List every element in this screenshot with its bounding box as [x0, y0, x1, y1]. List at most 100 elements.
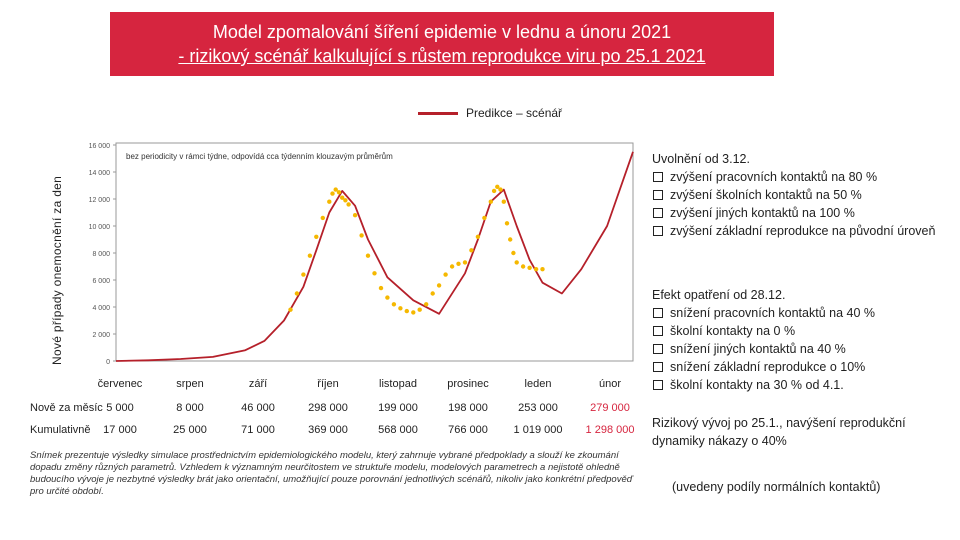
row-label: Kumulativně: [30, 424, 91, 436]
observed-data-point: [456, 261, 461, 266]
table-cell: 198 000: [448, 402, 488, 414]
table-row: Kumulativně 17 000 25 000 71 000 369 000 568…: [30, 424, 650, 438]
block-heading: Uvolnění od 3.12.: [652, 152, 750, 166]
table-cell: 25 000: [173, 424, 207, 436]
list-item: školní kontakty na 30 % od 4.1.: [652, 376, 952, 394]
block-relaxation: Uvolnění od 3.12. zvýšení pracovních kon…: [652, 150, 952, 240]
observed-data-point: [359, 233, 364, 238]
table-cell: 71 000: [241, 424, 275, 436]
contacts-note: (uvedeny podíly normálních kontaktů): [672, 480, 881, 494]
observed-data-point: [320, 215, 325, 221]
list-item: zvýšení jiných kontaktů na 100 %: [652, 204, 952, 222]
list-item: snížení jiných kontaktů na 40 %: [652, 340, 952, 358]
observed-data-point: [307, 253, 313, 258]
month-header: září: [248, 378, 268, 390]
chart-legend: Predikce – scénář: [418, 106, 562, 120]
table-cell: 766 000: [448, 424, 488, 436]
legend-label: Predikce – scénář: [466, 106, 563, 120]
observed-data-point: [469, 248, 474, 253]
risk-note: Rizikový vývoj po 25.1., navýšení reprod…: [652, 416, 906, 448]
observed-data-point: [511, 250, 516, 256]
observed-data-point: [314, 234, 319, 239]
list-item: školní kontakty na 0 %: [652, 322, 952, 340]
observed-data-point: [404, 308, 409, 314]
observed-data-point: [385, 295, 390, 300]
legend-line-swatch: [418, 111, 458, 115]
y-tick-label: 8 000: [92, 251, 110, 258]
observed-data-point: [288, 307, 293, 312]
observed-data-point: [294, 291, 300, 296]
observed-data-point: [346, 202, 351, 207]
observed-data-point: [352, 213, 358, 218]
title-line-2: - rizikový scénář kalkulující s růstem r…: [178, 46, 706, 66]
month-header-row: červenec srpen září říjen listopad prosinec le…: [30, 378, 650, 392]
observed-data-point: [365, 253, 371, 258]
observed-data-point: [424, 302, 429, 307]
observed-data-point: [443, 272, 448, 277]
observed-data-point: [436, 283, 442, 288]
table-cell: 8 000: [176, 402, 204, 414]
y-tick-label: 4 000: [92, 305, 110, 312]
observed-data-point: [495, 184, 500, 189]
observed-data-point: [336, 190, 342, 195]
block-heading: Efekt opatření od 28.12.: [652, 288, 786, 302]
observed-data-point: [372, 271, 377, 276]
observed-data-point: [482, 215, 487, 221]
y-tick-label: 0: [106, 359, 110, 366]
month-header: únor: [598, 378, 622, 390]
observed-data-point: [330, 191, 335, 196]
observed-data-point: [411, 310, 416, 315]
y-tick-label: 14 000: [89, 170, 111, 177]
prediction-line: [115, 151, 634, 362]
observed-data-point: [417, 307, 422, 312]
table-cell: 568 000: [378, 424, 418, 436]
month-header: červenec: [97, 378, 143, 390]
table-cell: 199 000: [378, 402, 418, 414]
observed-data-point: [430, 291, 435, 296]
table-cell: 46 000: [241, 402, 275, 414]
observed-data-point: [378, 285, 384, 291]
month-header: srpen: [176, 378, 204, 390]
observed-data-point: [301, 272, 306, 277]
observed-data-point: [343, 198, 348, 203]
y-tick-label: 12 000: [89, 197, 111, 204]
chart-annotation: bez periodicity v rámci týdne, odpovídá …: [126, 152, 393, 161]
observed-data-point: [327, 199, 332, 204]
block-measures: Efekt opatření od 28.12. snížení pracovn…: [652, 286, 952, 394]
observed-data-point: [462, 260, 468, 265]
observed-data-point: [501, 199, 506, 204]
observed-data-point: [504, 221, 510, 226]
observed-data-point: [514, 260, 519, 265]
list-item: snížení základní reprodukce o 10%: [652, 358, 952, 376]
month-header: prosinec: [447, 378, 489, 390]
observed-data-point: [498, 187, 503, 192]
observed-data-point: [488, 199, 493, 204]
list-item: zvýšení školních kontaktů na 50 %: [652, 186, 952, 204]
observed-data-point: [527, 265, 532, 270]
chart-area: 0 2 000 4 000 6 000 8 000 10 000 12 000 14 000 1…: [89, 142, 634, 366]
y-tick-label: 16 000: [89, 143, 111, 150]
observed-data-point: [391, 302, 397, 307]
y-axis-label: Nové případy onemocnění za den: [50, 175, 64, 365]
table-cell: 253 000: [518, 402, 558, 414]
month-header: říjen: [317, 378, 339, 390]
bullet-list: zvýšení pracovních kontaktů na 80 % zvýše…: [652, 168, 952, 240]
list-item: zvýšení základní reprodukce na původní ú…: [652, 222, 952, 240]
title-banner: Model zpomalování šíření epidemie v ledn…: [110, 12, 774, 76]
y-tick-label: 10 000: [89, 224, 111, 231]
observed-data-point: [520, 264, 526, 269]
y-tick-label: 2 000: [92, 332, 110, 339]
disclaimer-note: Snímek prezentuje výsledky simulace pros…: [30, 450, 633, 497]
list-item: zvýšení pracovních kontaktů na 80 %: [652, 168, 952, 186]
table-cell: 1 298 000: [585, 424, 635, 436]
observed-data-point: [340, 195, 345, 200]
month-header: leden: [524, 378, 552, 390]
table-cell: 5 000: [106, 402, 134, 414]
observed-data-point: [449, 264, 455, 269]
observed-data-point: [508, 237, 513, 242]
observed-data-point: [333, 187, 338, 192]
title-line-1: Model zpomalování šíření epidemie v ledn…: [212, 22, 672, 42]
table-cell: 17 000: [103, 424, 137, 436]
bullet-list: snížení pracovních kontaktů na 40 % školn…: [652, 304, 952, 394]
table-cell: 298 000: [308, 402, 348, 414]
